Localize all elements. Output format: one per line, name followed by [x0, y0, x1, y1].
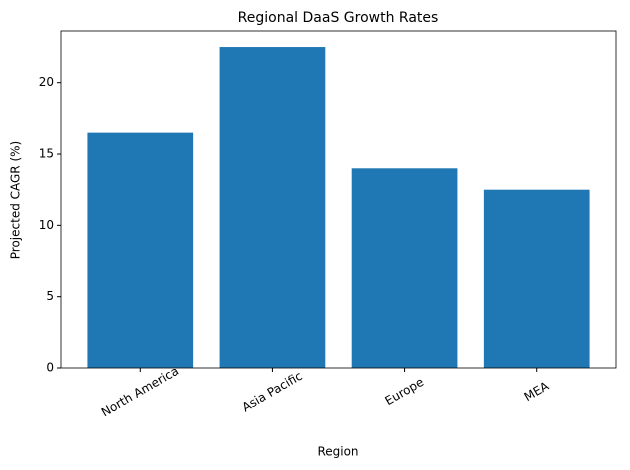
- y-tick-label: 0: [46, 361, 54, 375]
- x-axis-label: Region: [317, 445, 358, 459]
- plot-frame: [60, 30, 617, 369]
- y-tick-label: 5: [46, 289, 54, 303]
- x-tick-label: Asia Pacific: [240, 369, 305, 415]
- bar: [351, 168, 458, 368]
- bar: [87, 132, 194, 368]
- y-axis-label: Projected CAGR (%): [9, 141, 23, 259]
- chart-title: Regional DaaS Growth Rates: [238, 10, 439, 26]
- y-tick-label: 15: [39, 147, 54, 161]
- x-tick-label: Europe: [383, 375, 427, 408]
- y-tick-label: 20: [39, 75, 54, 89]
- y-tick-label: 10: [39, 218, 54, 232]
- x-tick-label: North America: [99, 364, 181, 420]
- x-tick-label: MEA: [522, 379, 552, 405]
- bar: [483, 189, 590, 368]
- bar: [219, 47, 326, 369]
